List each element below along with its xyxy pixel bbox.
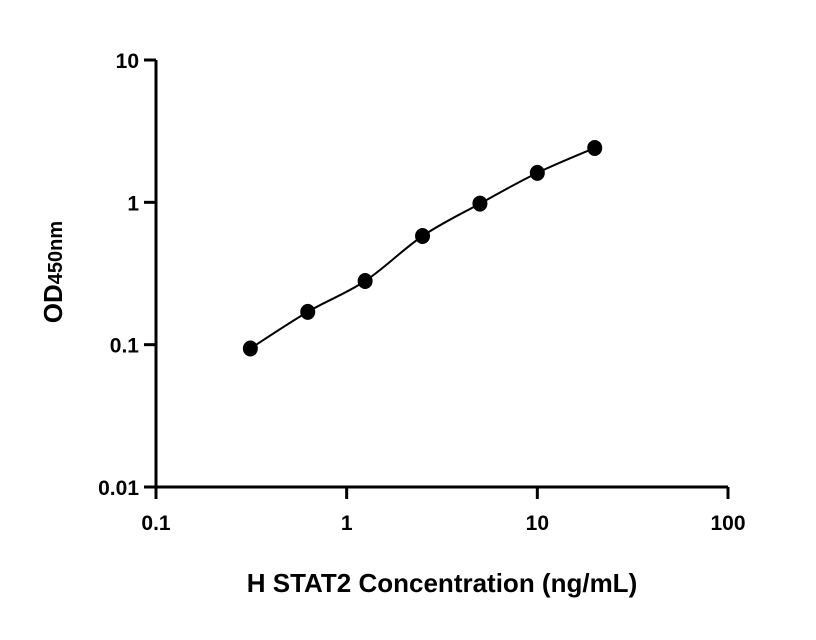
data-point: [587, 139, 603, 156]
y-axis-label-subscript: 450nm: [45, 221, 67, 284]
data-point: [242, 340, 258, 357]
x-axis-label: H STAT2 Concentration (ng/mL): [247, 568, 637, 598]
data-points: [242, 139, 603, 357]
x-tick-label: 100: [710, 512, 745, 535]
y-tick-label: 1: [127, 192, 139, 215]
x-tick-label: 0.1: [141, 512, 171, 535]
y-axis-label-main: OD: [38, 284, 68, 323]
data-point: [415, 228, 431, 245]
y-tick-label: 0.1: [110, 335, 140, 358]
y-tick-label: 0.01: [98, 477, 139, 500]
data-point: [300, 303, 316, 320]
data-point: [472, 195, 488, 212]
data-point: [357, 273, 373, 290]
y-tick-label: 10: [116, 50, 139, 73]
x-tick-label: 1: [341, 512, 353, 535]
data-point: [529, 164, 545, 181]
y-axis-label: OD450nm: [38, 221, 68, 323]
x-tick-label: 10: [526, 512, 549, 535]
